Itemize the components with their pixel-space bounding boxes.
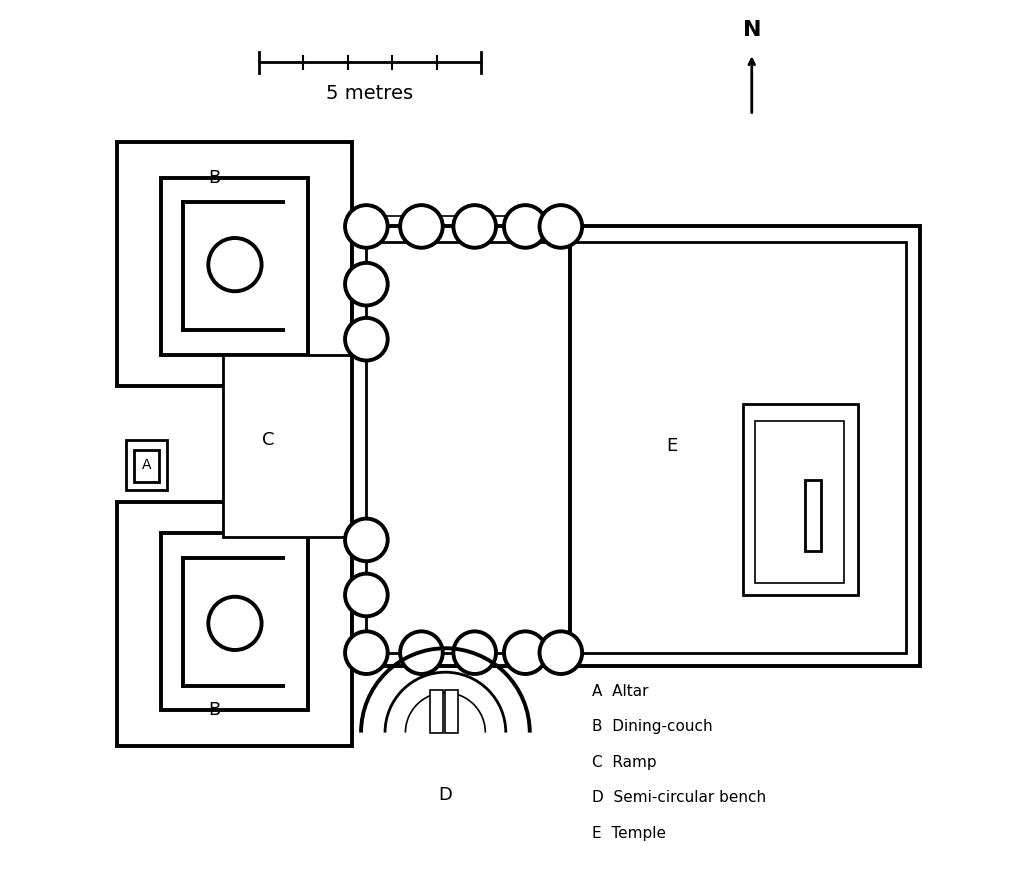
Text: B: B: [209, 169, 220, 186]
Bar: [117, 502, 352, 746]
Text: E  Temple: E Temple: [592, 826, 666, 841]
Text: D  Semi-circular bench: D Semi-circular bench: [592, 790, 766, 805]
Bar: [805, 480, 821, 551]
Circle shape: [345, 574, 388, 616]
Text: B: B: [209, 702, 220, 719]
Circle shape: [540, 205, 583, 248]
Circle shape: [208, 238, 261, 291]
Circle shape: [208, 597, 261, 650]
Bar: [742, 404, 858, 595]
Bar: [367, 242, 906, 653]
Bar: [126, 440, 167, 490]
Circle shape: [504, 631, 547, 674]
Text: C: C: [261, 431, 274, 448]
Circle shape: [454, 631, 496, 674]
Circle shape: [345, 519, 388, 561]
Text: A: A: [141, 458, 151, 472]
Circle shape: [345, 318, 388, 361]
Circle shape: [345, 205, 388, 248]
Text: E: E: [667, 437, 678, 455]
Circle shape: [504, 205, 547, 248]
Text: N: N: [742, 20, 761, 40]
Bar: [117, 142, 352, 386]
Text: 5 metres: 5 metres: [327, 84, 414, 103]
Circle shape: [454, 205, 496, 248]
Circle shape: [400, 631, 442, 674]
Bar: [352, 226, 921, 666]
Text: C  Ramp: C Ramp: [592, 755, 656, 770]
Bar: [161, 178, 308, 355]
Circle shape: [345, 263, 388, 305]
Circle shape: [345, 631, 388, 674]
Bar: [445, 690, 458, 733]
Circle shape: [400, 205, 442, 248]
Bar: [134, 450, 159, 482]
Bar: [430, 690, 442, 733]
Text: D: D: [438, 786, 453, 804]
Text: A  Altar: A Altar: [592, 684, 648, 699]
Bar: [161, 533, 308, 710]
Text: B  Dining-couch: B Dining-couch: [592, 719, 713, 734]
Bar: [223, 355, 352, 537]
Circle shape: [540, 631, 583, 674]
Bar: [756, 421, 844, 583]
